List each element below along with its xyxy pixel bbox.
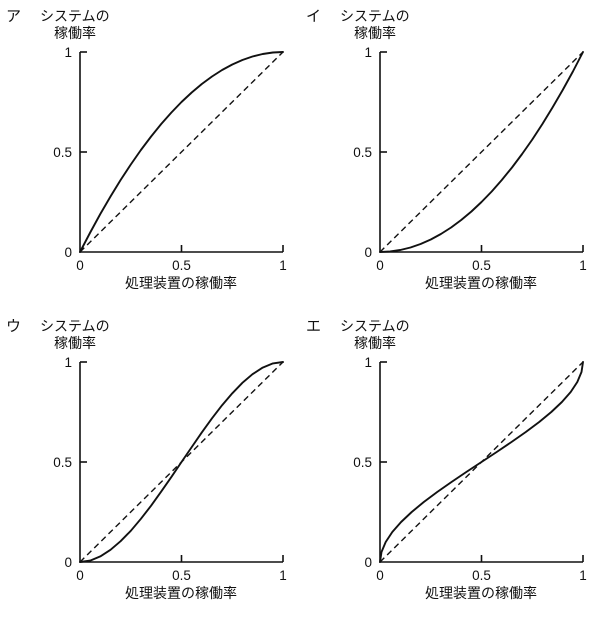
curves bbox=[79, 51, 284, 253]
y-tick-label: 0 bbox=[364, 245, 372, 260]
y-axis-title-line1: システムの bbox=[340, 318, 410, 334]
y-tick-label: 0.5 bbox=[353, 145, 372, 160]
diagonal-reference bbox=[79, 51, 284, 253]
x-axis-title: 処理装置の稼働率 bbox=[425, 585, 537, 601]
chart-panel-a: ア システムの 稼働率 処理装置の稼働率 1 0.5 0 0 0.5 1 bbox=[0, 0, 300, 310]
y-axis-title-line1: システムの bbox=[40, 318, 110, 334]
plot-i: イ システムの 稼働率 処理装置の稼働率 1 0.5 00 0.5 1 bbox=[306, 8, 587, 291]
x-axis-title: 処理装置の稼働率 bbox=[125, 585, 237, 601]
y-tick-label: 0 bbox=[64, 555, 72, 570]
y-tick-label: 0.5 bbox=[53, 145, 72, 160]
x-tick-label: 0 bbox=[76, 258, 84, 273]
y-tick-label: 0.5 bbox=[53, 455, 72, 470]
x-tick-label: 0.5 bbox=[172, 568, 191, 583]
x-tick-label: 0 bbox=[76, 568, 84, 583]
axes: 1 0.5 00 0.5 1 bbox=[53, 355, 287, 583]
x-tick-label: 0 bbox=[376, 568, 384, 583]
option-label-u: ウ bbox=[6, 318, 21, 335]
y-tick-label: 0.5 bbox=[353, 455, 372, 470]
curves bbox=[379, 361, 584, 563]
system-availability-curve bbox=[379, 51, 584, 253]
y-tick-label: 1 bbox=[64, 45, 72, 60]
x-axis-title: 処理装置の稼働率 bbox=[125, 275, 237, 291]
x-tick-label: 1 bbox=[279, 568, 287, 583]
plot-a: ア システムの 稼働率 処理装置の稼働率 1 0.5 00 0.5 1 bbox=[6, 8, 287, 291]
x-tick-label: 1 bbox=[579, 568, 587, 583]
y-axis-title-line1: システムの bbox=[40, 8, 110, 24]
curves bbox=[79, 361, 284, 563]
option-label-i: イ bbox=[306, 8, 321, 25]
diagonal-reference bbox=[379, 51, 584, 253]
option-label-a: ア bbox=[6, 8, 21, 25]
plot-u: ウ システムの 稼働率 処理装置の稼働率 1 0.5 00 0.5 1 bbox=[6, 318, 287, 601]
system-availability-curve bbox=[79, 361, 284, 563]
y-tick-label: 0 bbox=[64, 245, 72, 260]
x-tick-label: 1 bbox=[279, 258, 287, 273]
curves bbox=[379, 51, 584, 253]
axes: 1 0.5 00 0.5 1 bbox=[53, 45, 287, 273]
x-tick-label: 1 bbox=[579, 258, 587, 273]
chart-panel-e: エ システムの 稼働率 処理装置の稼働率 1 0.5 0 0 0.5 1 bbox=[300, 310, 601, 621]
axes: 1 0.5 00 0.5 1 bbox=[353, 45, 587, 273]
y-tick-label: 1 bbox=[364, 45, 372, 60]
x-tick-label: 0 bbox=[376, 258, 384, 273]
y-axis-title-line1: システムの bbox=[340, 8, 410, 24]
x-tick-label: 0.5 bbox=[472, 258, 491, 273]
y-tick-label: 1 bbox=[364, 355, 372, 370]
system-availability-curve bbox=[379, 361, 584, 563]
y-axis-title-line2: 稼働率 bbox=[354, 335, 396, 351]
plot-e: エ システムの 稼働率 処理装置の稼働率 1 0.5 00 0.5 1 bbox=[306, 318, 587, 601]
x-axis-title: 処理装置の稼働率 bbox=[425, 275, 537, 291]
chart-panel-u: ウ システムの 稼働率 処理装置の稼働率 1 0.5 0 0 0.5 1 bbox=[0, 310, 300, 621]
chart-panel-i: イ システムの 稼働率 処理装置の稼働率 1 0.5 0 0 0.5 1 bbox=[300, 0, 601, 310]
x-tick-label: 0.5 bbox=[472, 568, 491, 583]
y-axis-title-line2: 稼働率 bbox=[354, 25, 396, 41]
system-availability-curve bbox=[79, 51, 284, 253]
y-tick-label: 1 bbox=[64, 355, 72, 370]
y-axis-title-line2: 稼働率 bbox=[54, 335, 96, 351]
y-axis-title-line2: 稼働率 bbox=[54, 25, 96, 41]
y-tick-label: 0 bbox=[364, 555, 372, 570]
x-tick-label: 0.5 bbox=[172, 258, 191, 273]
option-label-e: エ bbox=[306, 318, 321, 335]
